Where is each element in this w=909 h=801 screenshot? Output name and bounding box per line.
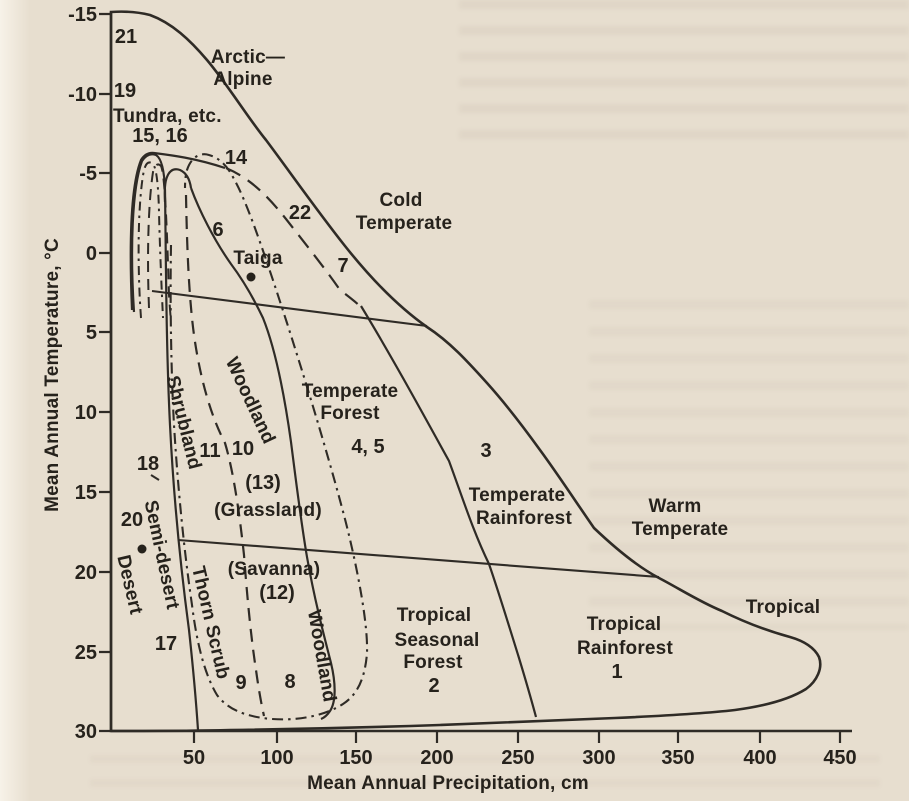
page-gutter-shading [0,0,30,801]
number-label-15-16: 15, 16 [132,125,188,147]
region-label-woodland-lower: Woodland [303,608,340,703]
taiga-dot [246,272,256,282]
y-tick-0: 0 [86,243,97,265]
number-label-3: 3 [480,440,491,462]
label-18-leader-tick [150,474,160,481]
y-tick-10: 10 [75,402,97,424]
number-label-2: 2 [428,675,439,697]
x-tick-250: 250 [501,747,534,769]
region-label-woodland-upper: Woodland [221,354,279,447]
number-label-19: 19 [114,80,136,102]
zone-label-cold-line1: Cold [379,190,422,211]
region-label-grassland: (Grassland) [214,500,322,521]
number-label-9: 9 [235,672,246,694]
number-label-12: (12) [259,582,295,604]
x-axis-title: Mean Annual Precipitation, cm [307,773,589,794]
number-label-20: 20 [121,509,143,531]
region-label-temperate-forest-line1: Temperate [302,381,399,402]
region-label-tropical-rainforest-line1: Tropical [587,614,661,635]
number-label-4-5: 4, 5 [351,436,384,458]
number-label-14: 14 [225,147,248,169]
y-tick--15: -15 [68,4,97,26]
grassland-dashed-curve [184,194,266,717]
region-label-tropical-rainforest-line2: Rainforest [577,638,673,659]
y-axis-tick-marks [99,12,111,733]
region-label-taiga: Taiga [233,248,282,269]
number-label-6: 6 [212,219,223,241]
region-label-tundra: Tundra, etc. [113,106,222,127]
region-label-tropical-seasonal-line1: Tropical [397,605,471,626]
region-label-temperate-rainforest-line2: Rainforest [476,508,572,529]
x-tick-50: 50 [183,747,205,769]
x-tick-200: 200 [420,747,453,769]
y-tick-15: 15 [75,482,97,504]
x-tick-100: 100 [260,747,293,769]
desert-dot [137,544,147,554]
zone-label-tropical: Tropical [746,597,820,618]
y-tick-30: 30 [75,721,97,743]
y-axis-title: Mean Annual Temperature, °C [42,238,63,512]
taiga-temperate-divider-line [151,289,428,328]
number-label-21: 21 [115,26,137,48]
desert-boundary-solid-curve [130,153,200,731]
region-label-temperate-forest-line2: Forest [320,403,380,424]
y-tick-20: 20 [75,562,97,584]
number-label-1: 1 [611,661,622,683]
x-tick-350: 350 [661,747,694,769]
zone-label-arctic-line2: Alpine [213,69,272,90]
x-tick-300: 300 [582,747,615,769]
region-label-desert: Desert [112,553,146,617]
number-label-22: 22 [289,202,311,224]
outer-arch-solid-curve [129,151,226,311]
number-label-17: 17 [155,633,177,655]
x-tick-150: 150 [339,747,372,769]
number-label-10: 10 [232,438,254,460]
zone-label-arctic-line1: Arctic— [211,47,285,68]
y-tick-25: 25 [75,642,97,664]
zone-label-cold-line2: Temperate [356,213,453,234]
rainforest-divider-solid-curve [360,305,538,718]
number-label-18: 18 [137,453,159,475]
region-label-temperate-rainforest-line1: Temperate [469,485,566,506]
number-label-7: 7 [337,255,348,277]
y-tick-5: 5 [86,322,97,344]
temperate-tropical-divider-line [177,538,660,579]
biome-region-outline [109,10,822,733]
region-label-savanna: (Savanna) [228,559,321,580]
x-tick-450: 450 [823,747,856,769]
woodland-boundary-solid-curve [189,187,336,721]
x-tick-400: 400 [743,747,776,769]
number-label-13: (13) [245,472,281,494]
number-label-11: 11 [199,440,220,462]
tundra-hairpin-dashdot-curve [137,161,164,319]
region-label-tropical-seasonal-line3: Forest [403,652,463,673]
boundary-14-dashed-curve [225,166,361,307]
shrubland-thornscrub-dashdot-loop [169,153,369,721]
y-tick--10: -10 [68,84,97,106]
y-tick--5: -5 [79,163,97,185]
zone-label-warm-line1: Warm [649,496,702,517]
zone-label-warm-line2: Temperate [632,519,729,540]
tundra-hairpin-dashed-curve [147,163,172,323]
region-label-tropical-seasonal-line2: Seasonal [394,630,479,651]
number-label-8: 8 [284,671,295,693]
x-axis-tick-marks [192,731,842,743]
